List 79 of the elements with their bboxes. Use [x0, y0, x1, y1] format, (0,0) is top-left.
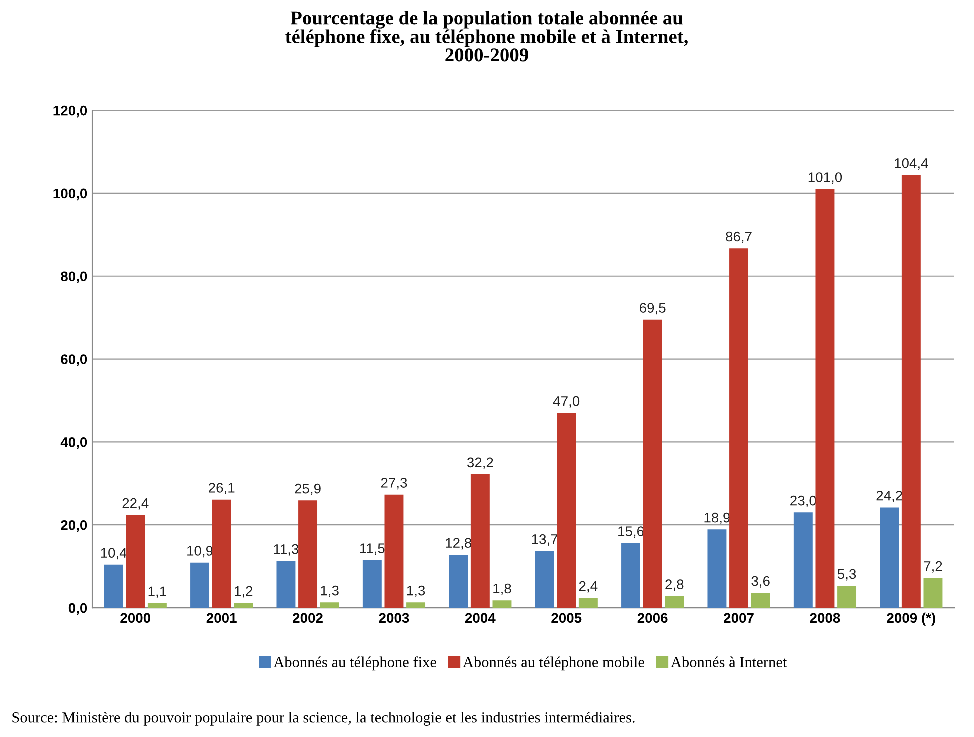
bar	[384, 494, 404, 608]
data-label: 1,1	[148, 586, 166, 598]
data-label: 3,6	[752, 576, 770, 588]
bar	[924, 578, 943, 608]
x-tick-label: 2003	[379, 613, 410, 624]
bar	[665, 596, 684, 608]
bar	[362, 560, 382, 608]
data-label: 10,9	[188, 546, 213, 558]
data-label: 12,8	[446, 538, 472, 550]
bar	[234, 603, 254, 608]
bar	[622, 543, 640, 608]
bar	[535, 551, 554, 608]
data-label: 27,3	[381, 478, 408, 490]
data-label: 24,2	[876, 490, 902, 502]
data-label: 1,3	[321, 586, 339, 598]
x-tick-label: 2002	[293, 613, 323, 624]
data-label: 2,4	[579, 581, 598, 593]
data-label: 47,0	[553, 396, 580, 408]
y-tick-label: 0,0	[68, 603, 88, 616]
x-tick-label: 2001	[206, 613, 237, 624]
bar	[708, 530, 727, 608]
data-label: 7,2	[924, 561, 942, 573]
bar	[880, 508, 900, 608]
x-tick-label: 2007	[724, 613, 754, 624]
data-label: 23,0	[790, 496, 816, 508]
data-label: 32,2	[467, 458, 494, 470]
bar	[902, 175, 921, 608]
data-label: 11,3	[274, 544, 299, 556]
data-label: 22,4	[122, 498, 149, 510]
x-tick-label: 2006	[638, 613, 668, 624]
bar	[492, 600, 512, 608]
data-label: 1,2	[235, 586, 253, 598]
x-tick-label: 2000	[120, 613, 151, 624]
data-label: 104,4	[895, 158, 928, 170]
x-tick-label: 2008	[810, 613, 840, 624]
y-tick-label: 40,0	[60, 438, 88, 450]
bar	[838, 586, 857, 608]
y-tick-label: 20,0	[61, 520, 88, 532]
x-tick-label: 2005	[552, 613, 582, 624]
legend-label: Abonnés à Internet	[671, 656, 788, 668]
bar	[126, 515, 146, 608]
data-label: 101,0	[808, 172, 842, 184]
bar	[276, 561, 296, 608]
y-tick-label: 80,0	[61, 272, 88, 284]
y-tick-label: 60,0	[61, 354, 88, 366]
chart-title: Pourcentage de la population totale abonnée au téléphone fixe, au téléphone mobile et à Internet, 2000-2009	[286, 11, 688, 62]
bar	[470, 474, 490, 608]
bar	[406, 602, 426, 608]
bar	[557, 413, 576, 608]
data-label: 15,6	[618, 526, 644, 538]
bar	[816, 189, 835, 608]
y-tick-label: 100,0	[54, 188, 88, 201]
bar	[320, 602, 340, 608]
x-tick-label: 2004	[465, 613, 496, 624]
bar	[751, 593, 770, 608]
bar	[104, 564, 124, 608]
data-label: 5,3	[838, 569, 856, 581]
data-label: 11,5	[360, 544, 385, 556]
data-label: 26,1	[209, 483, 235, 495]
bar	[449, 554, 468, 608]
bar	[190, 562, 210, 608]
bar	[148, 603, 167, 608]
bar	[212, 500, 232, 608]
bar	[794, 512, 813, 608]
bar	[643, 320, 662, 608]
legend-label: Abonnés au téléphone mobile	[463, 656, 644, 671]
data-label: 1,8	[494, 584, 512, 596]
data-label: 25,9	[295, 484, 321, 496]
bar	[730, 248, 749, 608]
legend-label: Abonnés au téléphone fixe	[274, 656, 436, 671]
y-tick-label: 120,0	[54, 106, 88, 118]
source-note: Source: Ministère du pouvoir populaire pour la science, la technologie et les industries intermédiaires.	[12, 712, 635, 726]
bar	[578, 598, 598, 608]
data-label: 86,7	[726, 232, 752, 244]
data-label: 69,5	[640, 303, 666, 315]
bar	[298, 500, 318, 608]
x-tick-label: 2009 (*)	[887, 612, 936, 626]
data-label: 2,8	[666, 580, 684, 592]
data-label: 1,3	[407, 586, 426, 598]
